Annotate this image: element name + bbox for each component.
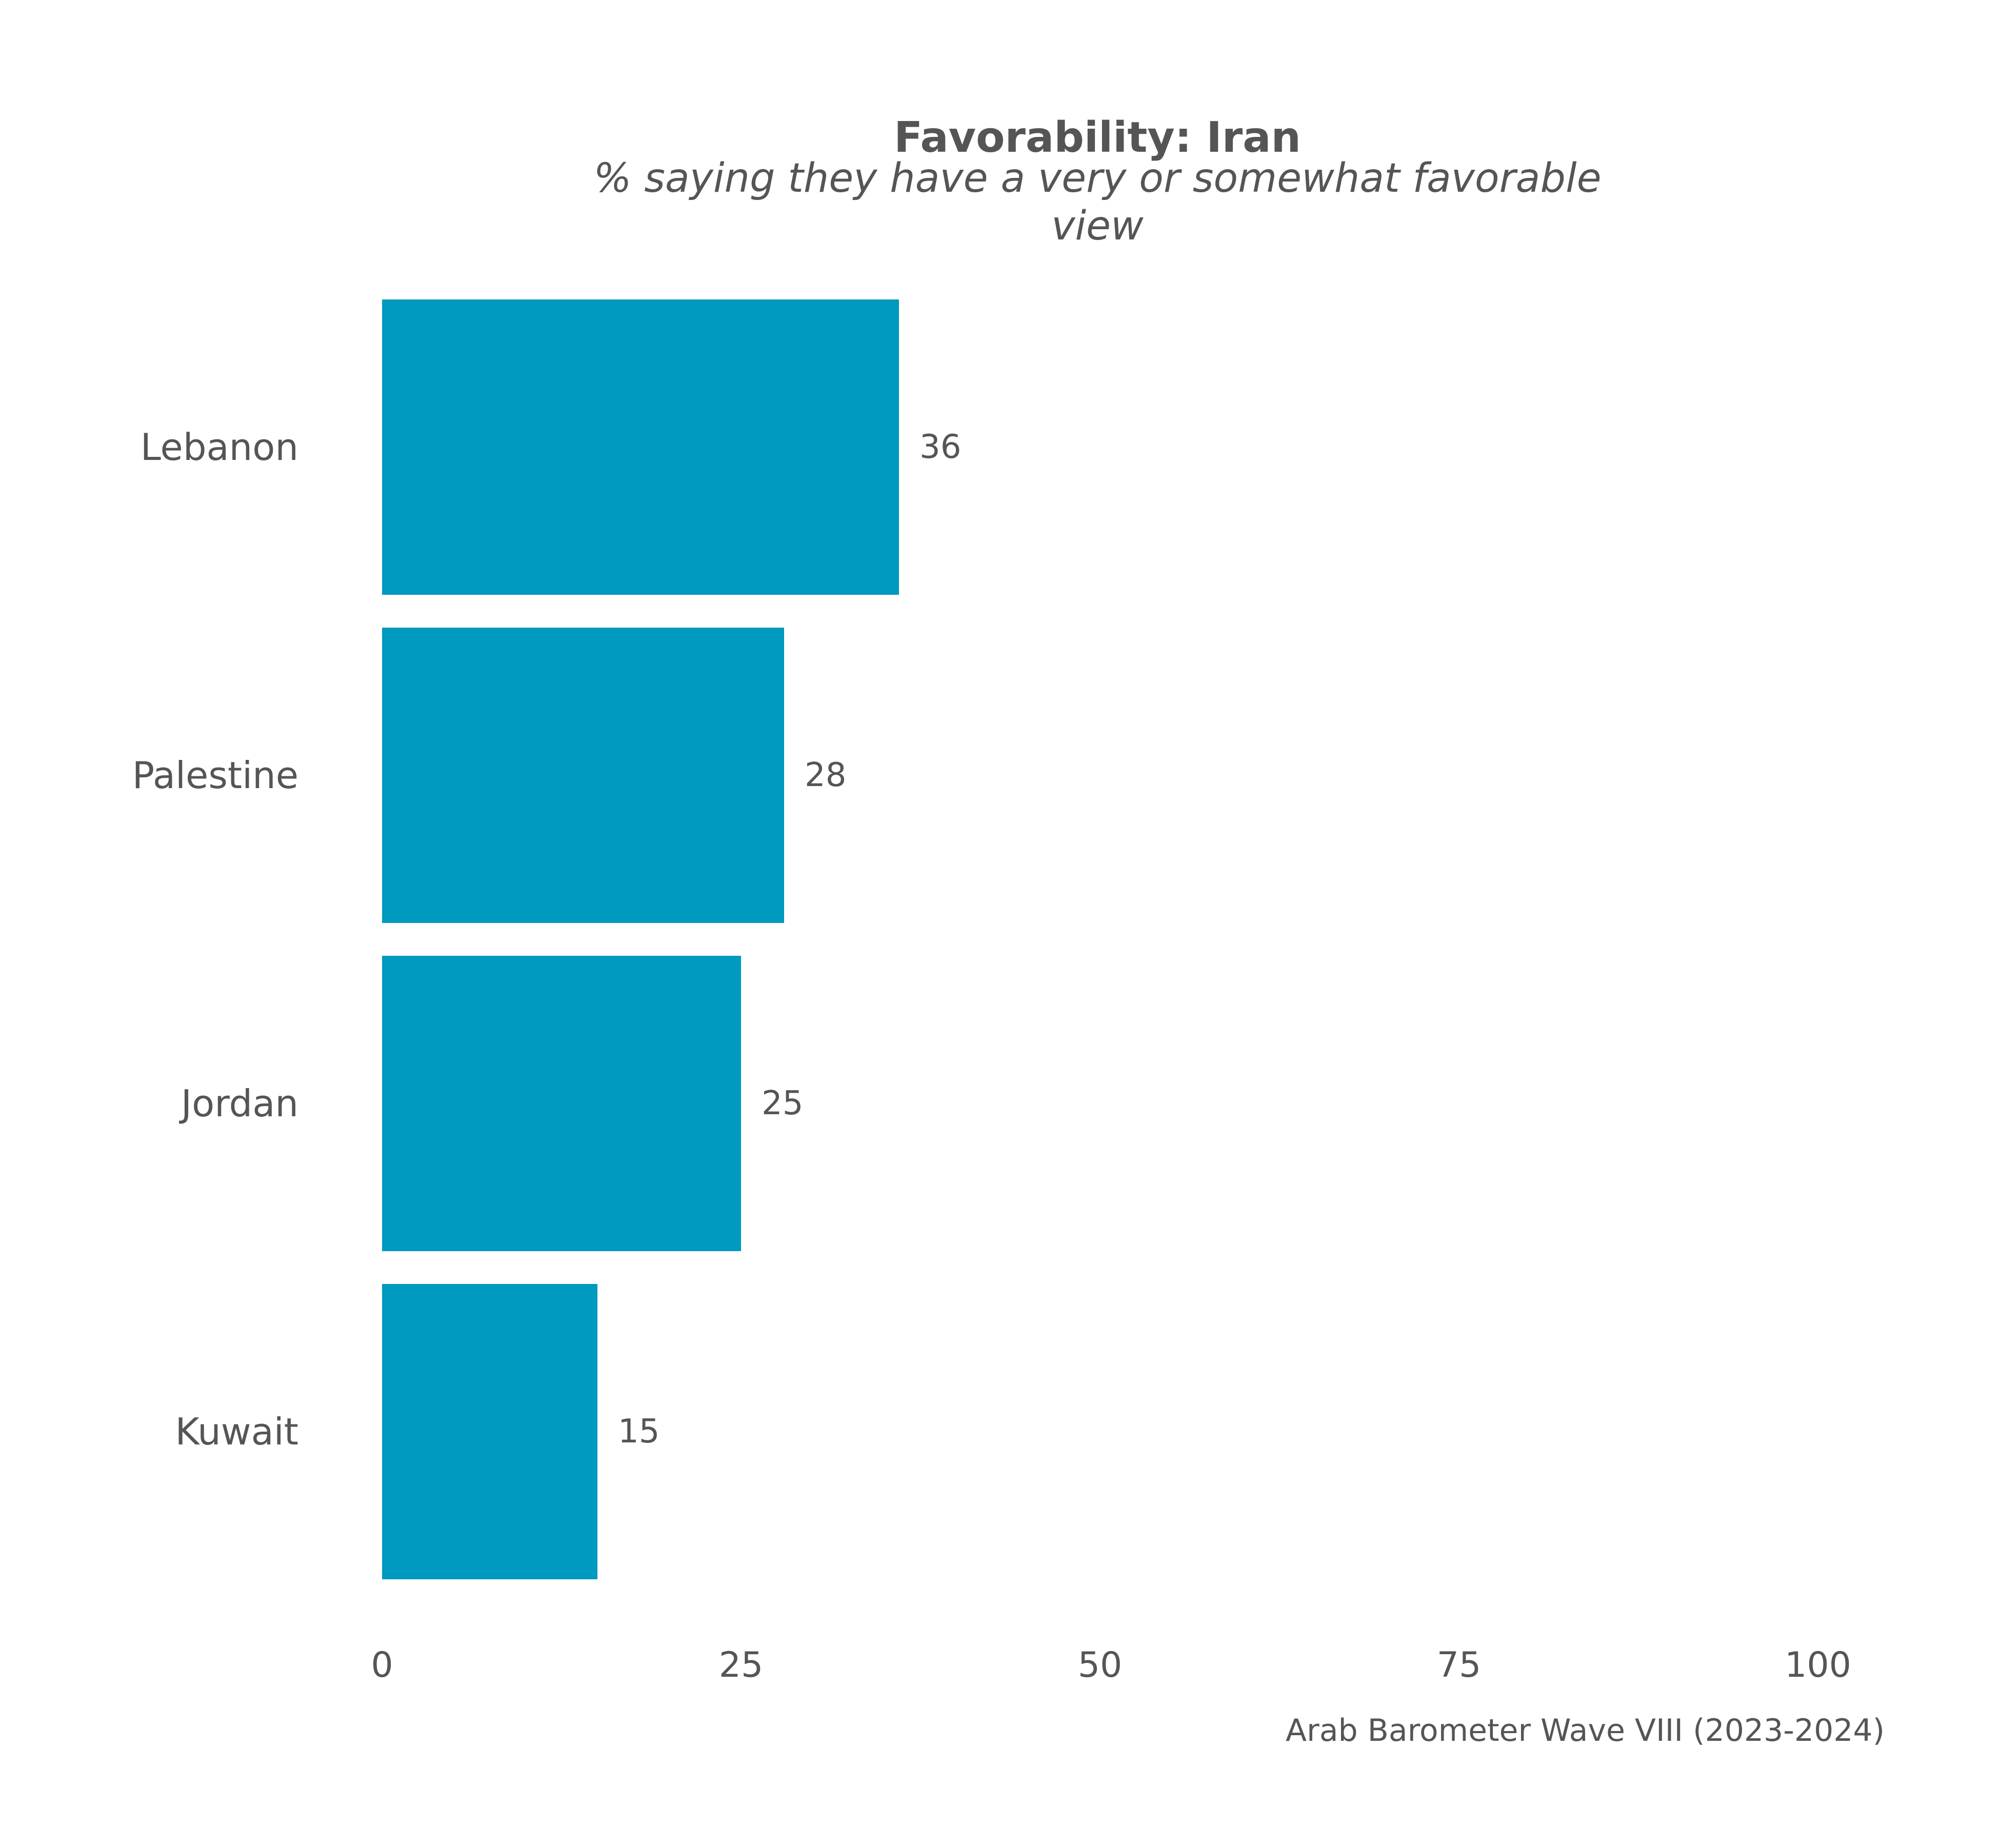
category-labels-group: Lebanon Palestine Jordan Kuwait xyxy=(132,426,298,1453)
bar-lebanon xyxy=(382,299,899,595)
category-label-lebanon: Lebanon xyxy=(141,426,298,469)
x-axis-tick-labels: 0 25 50 75 100 xyxy=(371,1645,1851,1685)
chart-caption: Arab Barometer Wave VIII (2023-2024) xyxy=(1286,1713,1885,1749)
value-label-kuwait: 15 xyxy=(618,1413,659,1451)
value-labels-group: 36 28 25 15 xyxy=(618,428,961,1451)
x-tick-label-25: 25 xyxy=(719,1645,764,1685)
category-label-jordan: Jordan xyxy=(179,1082,298,1125)
value-label-lebanon: 36 xyxy=(919,428,961,466)
x-tick-label-100: 100 xyxy=(1785,1645,1851,1685)
bar-jordan xyxy=(382,956,741,1251)
chart-subtitle-line-2: view xyxy=(1051,203,1144,249)
value-label-jordan: 25 xyxy=(762,1084,803,1122)
x-tick-label-0: 0 xyxy=(371,1645,393,1685)
category-label-palestine: Palestine xyxy=(132,754,298,797)
title-group: Favorability: Iran % saying they have a … xyxy=(593,113,1601,249)
chart-subtitle-line-1: % saying they have a very or somewhat fa… xyxy=(593,155,1601,202)
bar-palestine xyxy=(382,628,784,923)
category-label-kuwait: Kuwait xyxy=(175,1410,298,1453)
bar-kuwait xyxy=(382,1284,597,1579)
bars-group xyxy=(382,299,899,1579)
x-tick-label-75: 75 xyxy=(1437,1645,1482,1685)
chart-title: Favorability: Iran xyxy=(894,113,1301,162)
value-label-palestine: 28 xyxy=(805,756,846,794)
x-tick-label-50: 50 xyxy=(1078,1645,1123,1685)
